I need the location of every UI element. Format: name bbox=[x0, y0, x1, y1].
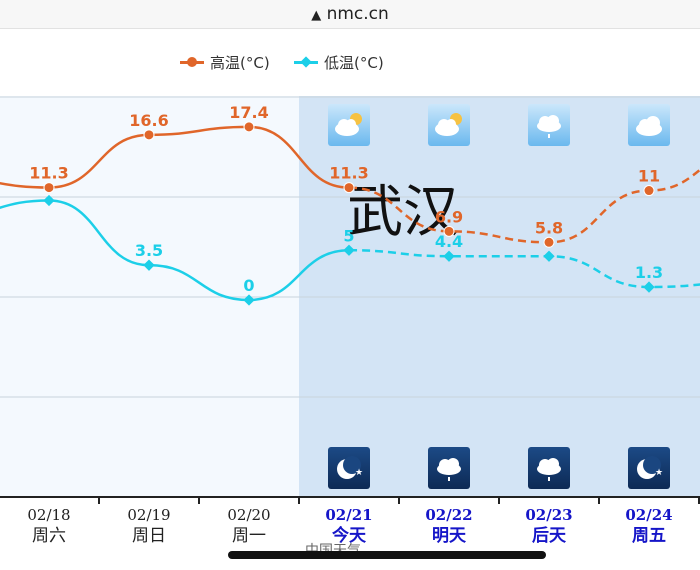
url-display[interactable]: ▲ nmc.cn bbox=[0, 4, 700, 24]
x-tick-4 bbox=[498, 496, 500, 504]
label-low-1: 3.5 bbox=[135, 241, 163, 260]
x-weekday-label: 明天 bbox=[432, 526, 466, 546]
light-rain-icon bbox=[528, 104, 570, 146]
x-axis-line bbox=[0, 496, 700, 498]
clear-night-icon bbox=[328, 447, 370, 489]
point-high-3 bbox=[343, 182, 355, 194]
point-high-4 bbox=[443, 225, 455, 237]
legend-low-label: 低温(°C) bbox=[324, 54, 384, 72]
label-high-0: 11.3 bbox=[29, 164, 68, 183]
x-tick-3 bbox=[398, 496, 400, 504]
point-high-6 bbox=[643, 185, 655, 197]
x-axis: 02/18 周六 02/19 周日 02/20 周一 02/21 今天 02/22 明天 02/23… bbox=[0, 496, 700, 551]
point-high-5 bbox=[543, 236, 555, 248]
legend-high-line-icon bbox=[180, 57, 204, 67]
x-date-label: 02/21 bbox=[325, 506, 373, 524]
partly-cloudy-icon bbox=[328, 104, 370, 146]
legend-low-line-icon bbox=[294, 56, 318, 68]
cloudy-icon bbox=[628, 104, 670, 146]
browser-address-bar[interactable]: ▲ nmc.cn bbox=[0, 0, 700, 29]
partly-cloudy-icon bbox=[428, 104, 470, 146]
x-date-label: 02/19 bbox=[127, 506, 171, 524]
label-high-3: 11.3 bbox=[329, 164, 368, 183]
point-low-2 bbox=[243, 294, 255, 306]
x-tick-label-6: 02/24 周五 bbox=[599, 496, 699, 547]
chart-legend: 高温(°C) 低温(°C) bbox=[0, 52, 700, 76]
point-low-1 bbox=[143, 259, 155, 271]
x-date-label: 02/20 bbox=[227, 506, 271, 524]
label-high-1: 16.6 bbox=[129, 111, 168, 130]
label-low-6: 1.3 bbox=[635, 263, 663, 282]
x-weekday-label: 周五 bbox=[632, 526, 666, 546]
city-name: 武汉 bbox=[347, 180, 459, 245]
point-low-5 bbox=[543, 250, 555, 262]
forecast-region bbox=[299, 96, 700, 496]
x-weekday-label: 周六 bbox=[32, 526, 66, 546]
light-rain-icon bbox=[528, 447, 570, 489]
label-high-5: 5.8 bbox=[535, 218, 563, 237]
label-high-2: 17.4 bbox=[229, 103, 268, 122]
label-high-6: 11 bbox=[638, 167, 660, 186]
point-low-6 bbox=[643, 281, 655, 293]
label-high-4: 6.9 bbox=[435, 207, 463, 226]
x-tick-0 bbox=[98, 496, 100, 504]
x-tick-label-0: 02/18 周六 bbox=[0, 496, 99, 547]
data-points bbox=[43, 121, 655, 306]
x-date-label: 02/24 bbox=[625, 506, 673, 524]
home-indicator[interactable] bbox=[228, 551, 546, 559]
warning-triangle-icon: ▲ bbox=[311, 8, 322, 23]
point-low-4 bbox=[443, 250, 455, 262]
x-weekday-label: 今天 bbox=[332, 526, 366, 546]
label-low-2: 0 bbox=[243, 276, 254, 295]
x-weekday-label: 后天 bbox=[532, 526, 566, 546]
x-weekday-label: 周日 bbox=[132, 526, 166, 546]
x-tick-1 bbox=[198, 496, 200, 504]
x-weekday-label: 周一 bbox=[232, 526, 266, 546]
point-low-3 bbox=[343, 244, 355, 256]
x-tick-label-5: 02/23 后天 bbox=[499, 496, 599, 547]
data-labels: 11.3 16.6 17.4 11.3 6.9 5.8 11 3.5 0 5 4.4 1.3 bbox=[29, 103, 663, 295]
x-tick-5 bbox=[598, 496, 600, 504]
grid-lines bbox=[0, 96, 700, 398]
light-rain-icon bbox=[428, 447, 470, 489]
label-low-4: 4.4 bbox=[435, 232, 463, 251]
x-date-label: 02/22 bbox=[425, 506, 473, 524]
point-high-1 bbox=[143, 129, 155, 141]
url-text: nmc.cn bbox=[326, 4, 389, 24]
label-low-3: 5 bbox=[343, 226, 354, 245]
point-high-0 bbox=[43, 182, 55, 194]
legend-high-label: 高温(°C) bbox=[210, 54, 270, 72]
x-date-label: 02/18 bbox=[27, 506, 71, 524]
point-high-2 bbox=[243, 121, 255, 133]
x-tick-label-2: 02/20 周一 bbox=[199, 496, 299, 547]
x-date-label: 02/23 bbox=[525, 506, 573, 524]
legend-item-low[interactable]: 低温(°C) bbox=[294, 52, 384, 73]
x-tick-label-4: 02/22 明天 bbox=[399, 496, 499, 547]
x-tick-label-3: 02/21 今天 bbox=[299, 496, 399, 547]
city-label: 武汉 bbox=[347, 180, 459, 245]
legend-item-high[interactable]: 高温(°C) bbox=[180, 52, 270, 73]
x-tick-6 bbox=[698, 496, 700, 504]
clear-night-icon bbox=[628, 447, 670, 489]
x-tick-label-1: 02/19 周日 bbox=[99, 496, 199, 547]
point-low-0 bbox=[43, 194, 55, 207]
x-tick-2 bbox=[298, 496, 300, 504]
